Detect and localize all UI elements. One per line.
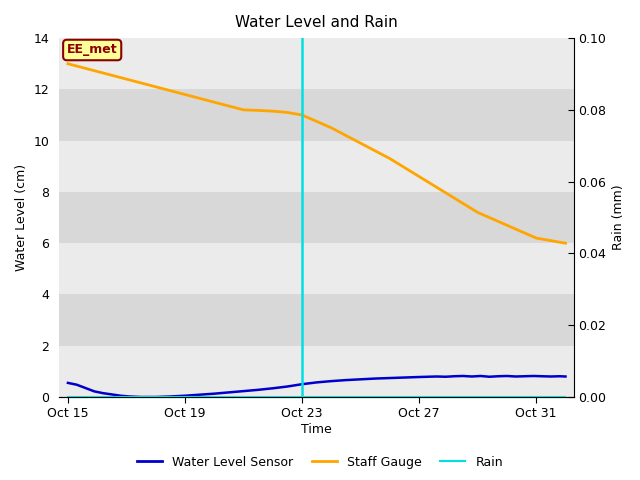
Bar bbox=[59, 346, 574, 397]
Bar bbox=[59, 294, 574, 346]
Text: EE_met: EE_met bbox=[67, 44, 118, 57]
Bar bbox=[59, 38, 574, 89]
Title: Water Level and Rain: Water Level and Rain bbox=[236, 15, 398, 30]
Bar bbox=[59, 89, 574, 141]
X-axis label: Time: Time bbox=[301, 423, 332, 436]
Y-axis label: Rain (mm): Rain (mm) bbox=[612, 185, 625, 251]
Bar bbox=[59, 192, 574, 243]
Bar bbox=[59, 141, 574, 192]
Bar bbox=[59, 243, 574, 294]
Legend: Water Level Sensor, Staff Gauge, Rain: Water Level Sensor, Staff Gauge, Rain bbox=[132, 451, 508, 474]
Y-axis label: Water Level (cm): Water Level (cm) bbox=[15, 164, 28, 271]
